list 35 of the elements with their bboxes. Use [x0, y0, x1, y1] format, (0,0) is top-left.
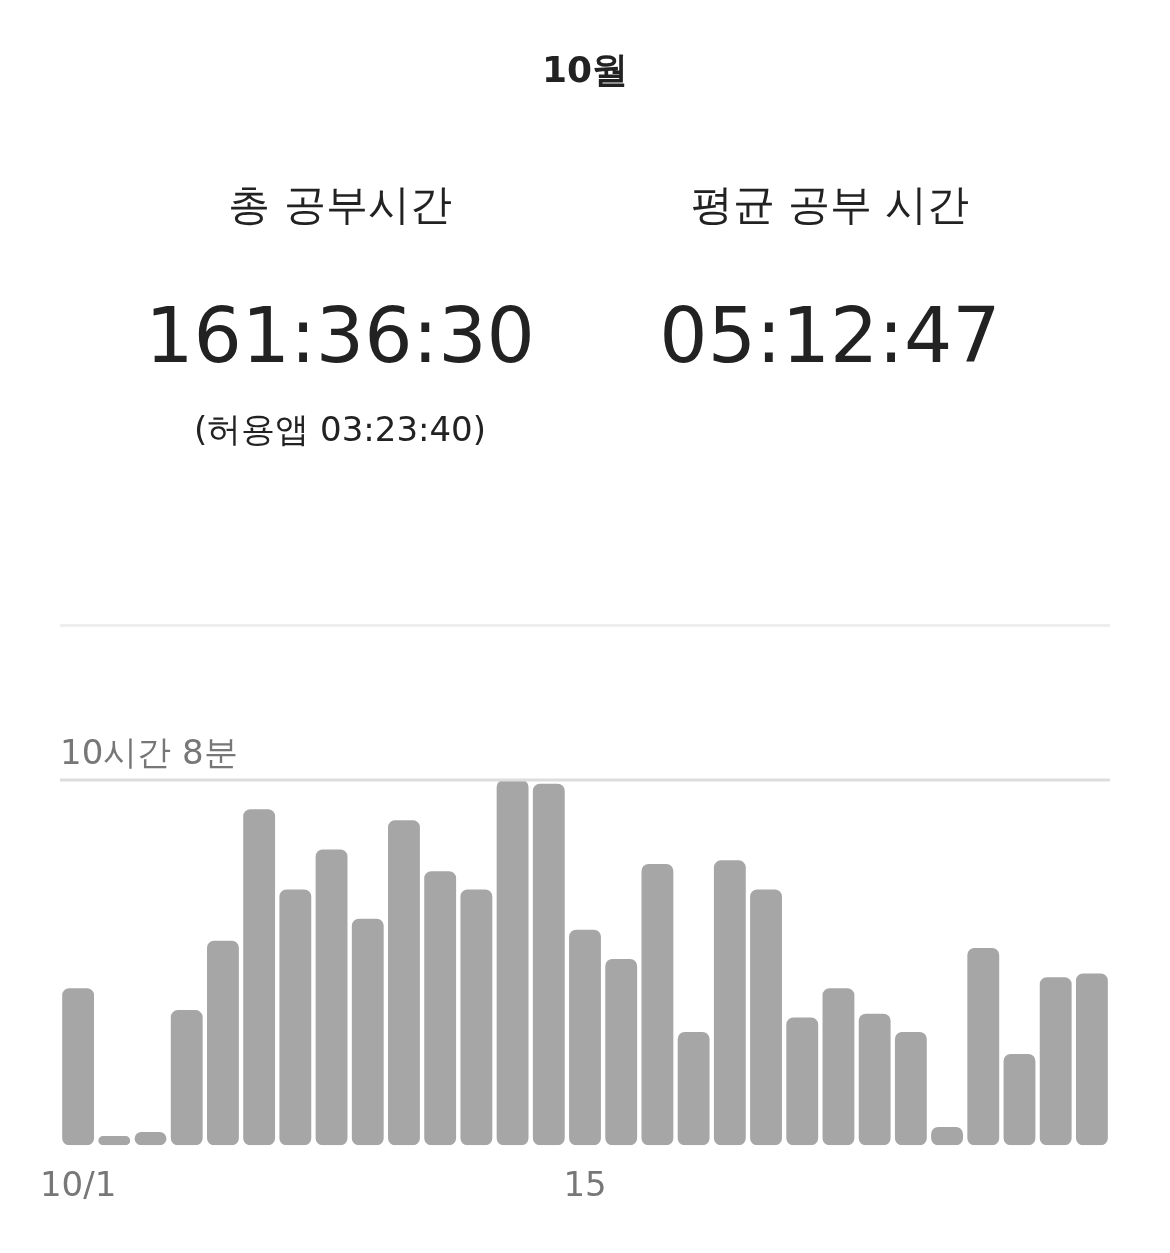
bar: [388, 820, 420, 1146]
bar: [207, 940, 239, 1146]
bar: [170, 1010, 203, 1146]
bar: [315, 849, 348, 1146]
text: 05:12:47: [659, 290, 1001, 380]
bar: [424, 871, 457, 1146]
bar: [967, 947, 1000, 1146]
bar: [62, 988, 95, 1146]
bar: [641, 864, 674, 1146]
x-tick-label: 15: [563, 1164, 607, 1205]
bar: [351, 918, 384, 1146]
bar: [243, 809, 276, 1146]
bar: [460, 889, 493, 1146]
bar: [750, 889, 782, 1146]
bar: [786, 1017, 819, 1146]
bar: [279, 889, 312, 1146]
text: (허용앱 03:23:40): [193, 408, 487, 451]
x-tick-label: 10/1: [39, 1164, 117, 1205]
chart-title: 10월: [541, 47, 629, 92]
ref-line-label: 10시간 8분: [60, 731, 238, 772]
text: 평균 공부 시간: [690, 179, 970, 231]
bar: [1003, 1053, 1036, 1146]
bar: [496, 780, 529, 1146]
text: 161:36:30: [145, 290, 535, 380]
bar: [858, 1013, 891, 1146]
bar: [605, 958, 638, 1146]
bar: [822, 988, 855, 1146]
bar: [713, 860, 746, 1146]
bar: [532, 783, 565, 1146]
text: 총 공부시간: [228, 179, 452, 231]
bar: [569, 929, 601, 1146]
bar: [894, 1031, 927, 1146]
bar: [677, 1031, 710, 1146]
bar: [1075, 973, 1108, 1146]
bar: [1039, 977, 1072, 1146]
